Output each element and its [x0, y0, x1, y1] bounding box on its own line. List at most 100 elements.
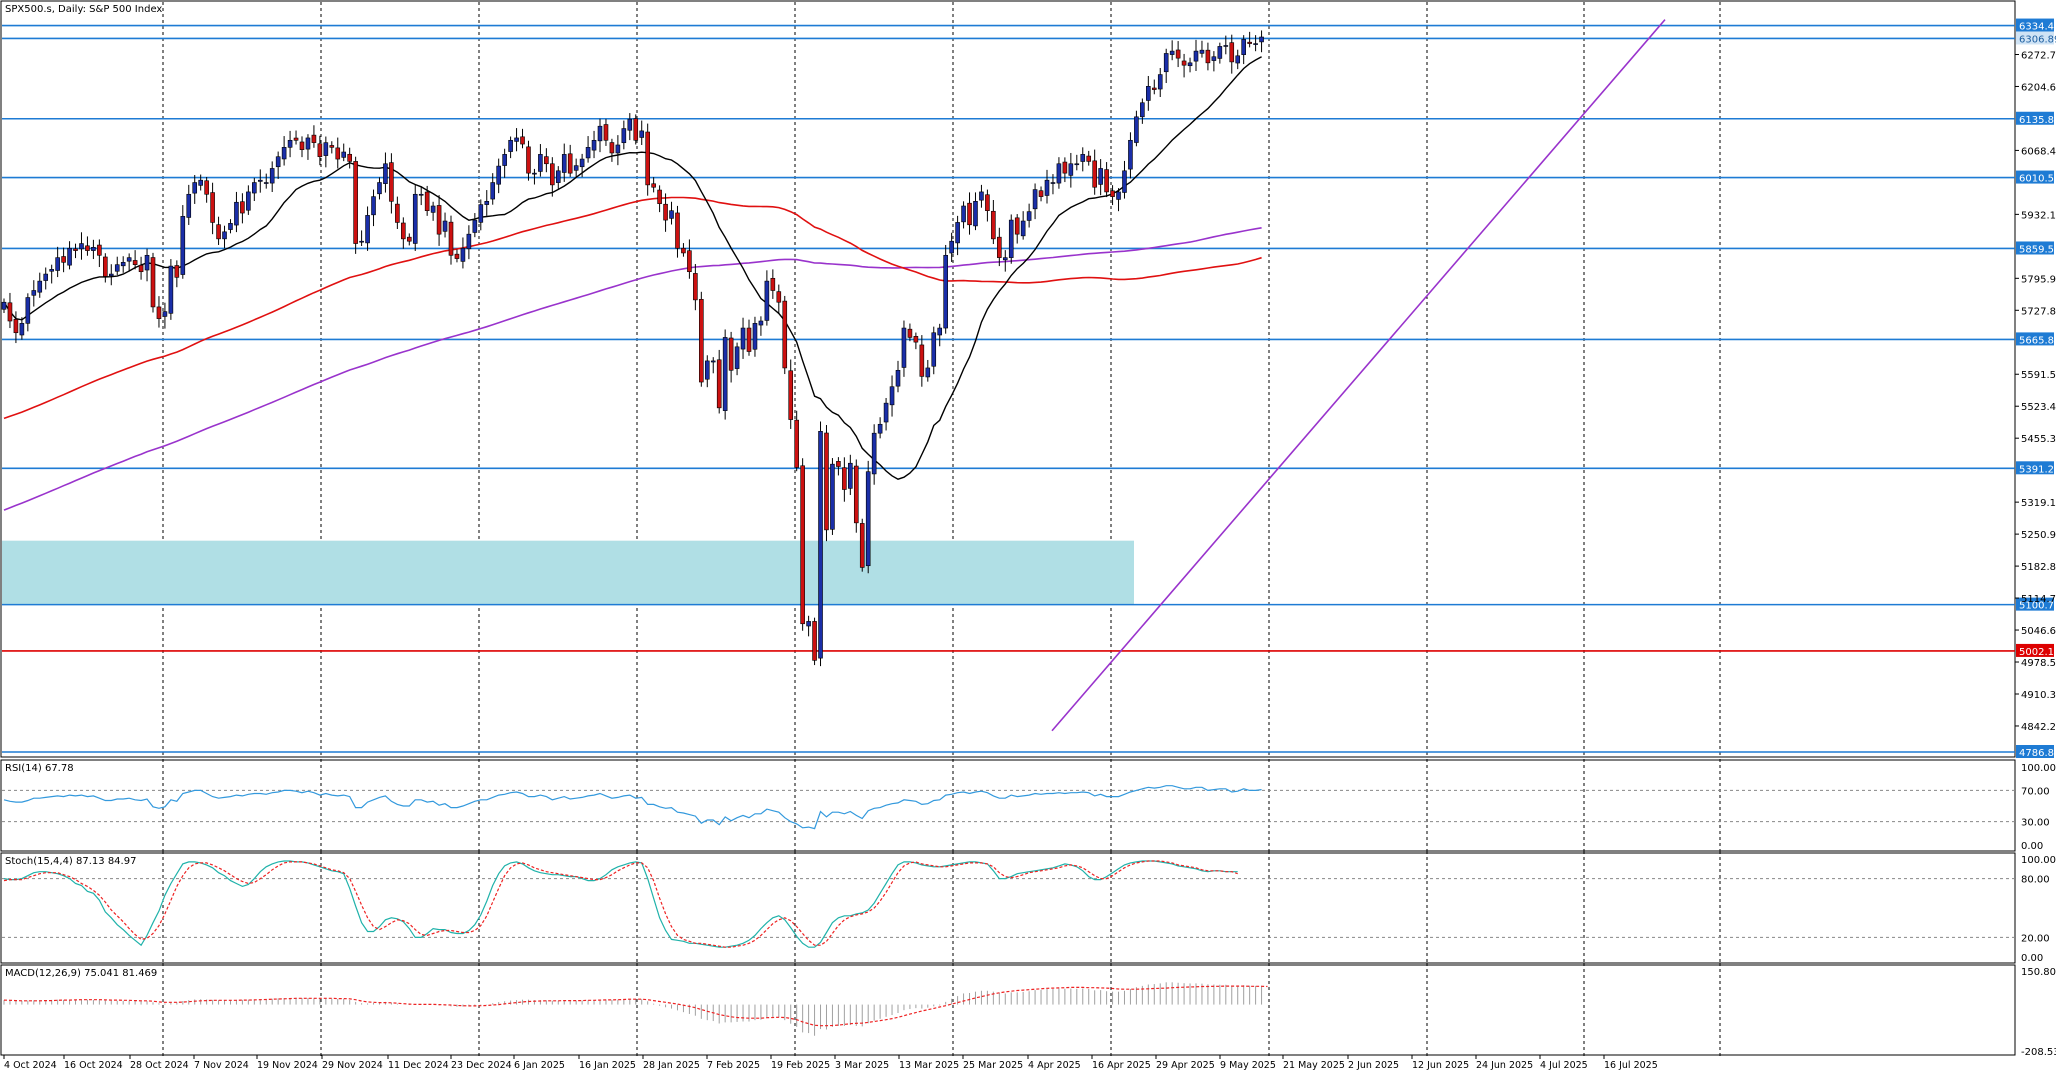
rsi-panel-frame [0, 759, 2016, 852]
level-label: 5391.20 [2019, 464, 2056, 475]
candle-body [299, 141, 305, 150]
candle-body [216, 224, 221, 240]
candle-body [943, 254, 948, 329]
y-tick-label: 6204.66 [2021, 82, 2056, 93]
level-label: 6306.89 [2019, 34, 2056, 45]
price-panel[interactable]: 6334.426306.89 6135.88 6010.58 5859.51 5665.… [0, 0, 2056, 759]
demand-zone-rect [2, 540, 1134, 605]
y-tick-label: 0.00 [2021, 953, 2043, 964]
candle-body [1235, 55, 1241, 64]
trendline-line[interactable] [1051, 19, 1666, 732]
candle-body [1241, 39, 1246, 55]
candle-body [591, 139, 597, 151]
x-tick-label: 13 Mar 2025 [899, 1060, 959, 1071]
y-tick-label: 20.00 [2021, 933, 2050, 944]
candle-body [848, 462, 853, 489]
candle-body [287, 139, 293, 148]
x-tick-label: 4 Oct 2024 [4, 1060, 57, 1071]
candle-body [675, 212, 680, 249]
candle-body [699, 299, 704, 383]
candle-body [794, 419, 799, 468]
candle-body [186, 193, 192, 218]
candle-body [859, 523, 865, 568]
y-tick-label: 150.803 [2021, 967, 2056, 978]
level-label: 5665.80 [2019, 335, 2056, 346]
trendline[interactable] [1051, 19, 1666, 732]
candle-body [651, 183, 656, 188]
candle-body [883, 402, 889, 423]
y-tick-label: 4842.26 [2021, 722, 2056, 733]
y-tick-label: 5182.86 [2021, 562, 2056, 573]
level-tag [2016, 597, 2054, 611]
candle-body [853, 465, 859, 524]
y-tick-label: 100.00 [2021, 855, 2056, 866]
macd-panel[interactable]: 150.803 -208.536 MACD(12,26,9) 75.041 81.… [0, 963, 2056, 1058]
candle-body [1199, 49, 1205, 54]
x-tick-label: 16 Jul 2025 [1604, 1060, 1658, 1071]
candle-body [812, 621, 817, 661]
candle-body [460, 247, 466, 262]
candle-body [454, 253, 460, 259]
x-tick-label: 16 Apr 2025 [1092, 1060, 1151, 1071]
stochastic-title: Stoch(15,4,4) 87.13 84.97 [5, 856, 136, 867]
candle-body [1211, 56, 1217, 61]
candle-body [335, 147, 341, 160]
candle-body [162, 311, 168, 317]
price-panel-frame [0, 0, 2016, 758]
candle-body [961, 205, 966, 223]
candle-body [1014, 217, 1020, 235]
x-tick-label: 3 Mar 2025 [835, 1060, 889, 1071]
level-label: 6135.88 [2019, 115, 2056, 126]
candle-body [526, 146, 531, 174]
candle-body [544, 156, 549, 165]
x-tick-label: 6 Jan 2025 [514, 1060, 565, 1071]
candle-body [222, 231, 227, 240]
candle-body [639, 130, 645, 138]
candle-body [1223, 45, 1229, 47]
level-label: 4786.80 [2019, 748, 2056, 759]
candle-body [663, 203, 668, 221]
candle-body [138, 264, 144, 273]
candle-body [532, 172, 537, 175]
candle-body [1134, 116, 1139, 143]
candle-body [538, 154, 543, 172]
candle-body [79, 243, 84, 250]
y-tick-label: 5591.58 [2021, 370, 2056, 381]
x-tick-label: 12 Jun 2025 [1412, 1060, 1469, 1071]
candle-body [1038, 190, 1044, 197]
candle-body [836, 461, 841, 467]
candle-body [1140, 102, 1145, 118]
y-tick-label: 100.00 [2021, 763, 2056, 774]
macd-content: 150.803 -208.536 [3, 963, 2056, 1058]
ma-fast-line [3, 56, 1262, 480]
candle-body [973, 201, 978, 227]
candle-body [1, 301, 7, 310]
candle-body [406, 236, 412, 242]
candle-body [228, 223, 233, 230]
candle-body [365, 215, 370, 244]
candle-body [31, 290, 37, 296]
candle-body [1080, 154, 1086, 162]
level-label: 6334.42 [2019, 22, 2056, 33]
rsi-panel[interactable]: 100.00 70.00 30.00 0.00 RSI(14) 67.78 [0, 759, 2056, 852]
ma-slow-line [3, 227, 1262, 511]
candle-body [1181, 60, 1187, 66]
moving-averages [3, 56, 1262, 511]
candle-body [174, 265, 180, 278]
candle-body [1157, 74, 1163, 90]
candle-body [907, 328, 913, 338]
candle-body [842, 467, 847, 490]
candle-body [758, 320, 764, 326]
candle-body [91, 247, 96, 251]
candle-body [19, 323, 25, 336]
candle-body [818, 431, 823, 659]
candle-body [192, 182, 198, 194]
candle-body [168, 265, 174, 314]
candle-body [800, 465, 805, 625]
candle-body [615, 144, 621, 154]
candle-body [395, 203, 400, 223]
candle-body [37, 280, 43, 293]
candle-body [782, 300, 788, 369]
stochastic-panel[interactable]: 100.00 80.00 20.00 0.00 Stoch(15,4,4) 87.13… [0, 851, 2056, 964]
y-tick-label: 5114.74 [2021, 594, 2056, 605]
